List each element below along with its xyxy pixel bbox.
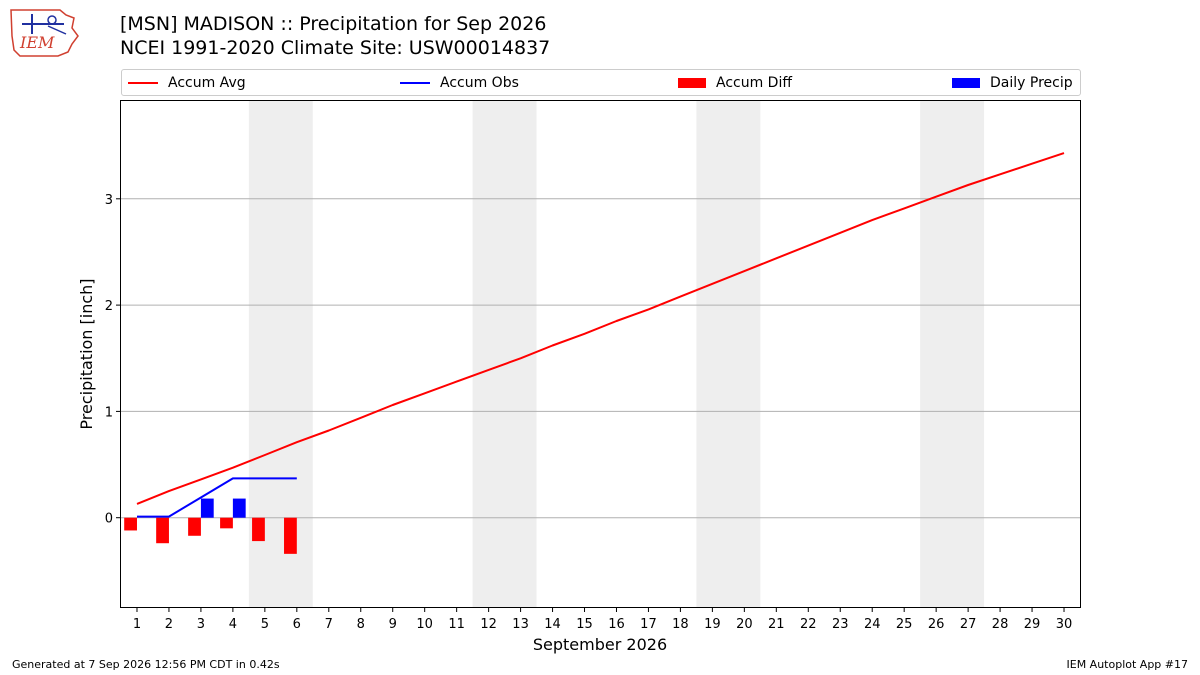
x-tick-label: 15 [576, 617, 593, 632]
legend: Accum Avg Accum Obs Accum Diff Daily Pre… [121, 69, 1081, 96]
x-tick-label: 10 [416, 617, 433, 632]
accum-obs-line [137, 477, 297, 518]
daily-precip-bar [232, 498, 246, 518]
x-tick-label: 29 [1024, 617, 1041, 632]
x-tick-label: 20 [736, 617, 753, 632]
x-tick-label: 16 [608, 617, 625, 632]
y-tick-label: 0 [105, 512, 113, 527]
svg-text:IEM: IEM [19, 33, 55, 52]
accum-diff-bar [284, 517, 297, 554]
legend-item-accum-diff: Accum Diff [678, 74, 792, 92]
legend-label: Daily Precip [990, 75, 1073, 91]
y-tick-label: 2 [105, 299, 113, 314]
x-tick-label: 26 [928, 617, 945, 632]
accum-diff-bar [220, 517, 233, 529]
accum-diff-bar [124, 517, 137, 531]
x-tick-label: 12 [480, 617, 497, 632]
legend-label: Accum Avg [168, 75, 246, 91]
generated-timestamp: Generated at 7 Sep 2026 12:56 PM CDT in … [12, 658, 280, 671]
accum-avg-line [136, 152, 1065, 505]
y-axis-ticks: 0 1 2 3 [105, 193, 121, 527]
weekend-band [920, 101, 985, 607]
y-axis-label: Precipitation [inch] [77, 278, 96, 429]
x-tick-label: 14 [544, 617, 561, 632]
title-line-1: [MSN] MADISON :: Precipitation for Sep 2… [120, 13, 547, 35]
x-tick-label: 11 [448, 617, 465, 632]
x-tick-label: 4 [229, 617, 237, 632]
x-tick-label: 19 [704, 617, 721, 632]
x-tick-label: 25 [896, 617, 913, 632]
daily-precip-bar [200, 498, 214, 518]
x-tick-label: 13 [512, 617, 529, 632]
accum-diff-bar [188, 517, 201, 536]
x-tick-label: 28 [992, 617, 1009, 632]
x-tick-label: 21 [768, 617, 785, 632]
legend-item-accum-obs: Accum Obs [400, 74, 519, 92]
x-tick-label: 8 [357, 617, 365, 632]
iem-logo: IEM [10, 9, 79, 57]
x-tick-label: 24 [864, 617, 881, 632]
legend-label: Accum Obs [440, 75, 519, 91]
legend-swatch-blue-line [400, 82, 430, 84]
y-tick-label: 3 [105, 193, 113, 208]
x-tick-label: 22 [800, 617, 817, 632]
accum-diff-bar [156, 517, 169, 544]
x-tick-label: 18 [672, 617, 689, 632]
weekend-shading [248, 101, 985, 607]
accum-diff-bar [252, 517, 265, 542]
x-tick-label: 2 [165, 617, 173, 632]
x-axis-label: September 2026 [533, 635, 667, 654]
x-tick-label: 6 [293, 617, 301, 632]
x-tick-label: 27 [960, 617, 977, 632]
weekend-band [472, 101, 537, 607]
x-tick-label: 9 [389, 617, 397, 632]
legend-item-daily-precip: Daily Precip [952, 74, 1073, 92]
x-tick-label: 23 [832, 617, 849, 632]
y-tick-label: 1 [105, 405, 113, 420]
x-tick-label: 30 [1056, 617, 1073, 632]
title-line-2: NCEI 1991-2020 Climate Site: USW00014837 [120, 37, 551, 59]
legend-item-accum-avg: Accum Avg [128, 74, 246, 92]
bars [124, 498, 297, 554]
gridlines [121, 198, 1080, 519]
legend-swatch-blue-box [952, 78, 980, 88]
app-credit: IEM Autoplot App #17 [1066, 658, 1189, 671]
x-tick-label: 7 [325, 617, 333, 632]
x-tick-label: 5 [261, 617, 269, 632]
x-tick-label: 1 [133, 617, 141, 632]
plot-frame [120, 100, 1081, 608]
weekend-band [696, 101, 761, 607]
x-tick-label: 17 [640, 617, 657, 632]
legend-swatch-red-box [678, 78, 706, 88]
legend-swatch-red-line [128, 82, 158, 84]
lines [136, 152, 1065, 518]
chart-title: [MSN] MADISON :: Precipitation for Sep 2… [120, 12, 550, 60]
x-tick-label: 3 [197, 617, 205, 632]
x-axis-ticks: 1 2 3 4 5 6 7 8 9 10 11 12 13 14 15 16 17 18 19 20 21 22 23 24 2… [133, 607, 1072, 632]
legend-label: Accum Diff [716, 75, 793, 91]
